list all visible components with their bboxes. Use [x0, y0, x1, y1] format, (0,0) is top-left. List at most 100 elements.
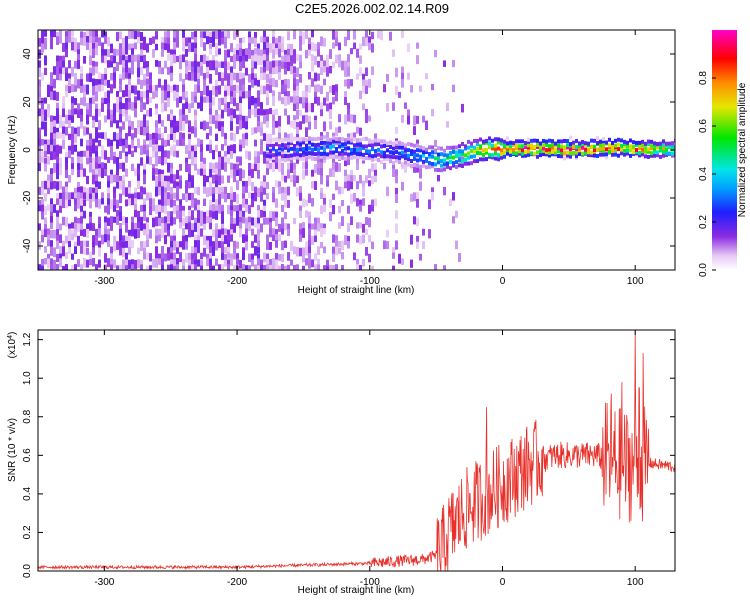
heatmap-track-cell [329, 145, 332, 150]
heatmap-cell [308, 115, 311, 124]
heatmap-cell [134, 210, 137, 218]
heatmap-cell [260, 223, 263, 233]
heatmap-cell [200, 90, 203, 99]
heatmap-track-cell [596, 147, 599, 152]
heatmap-cell [221, 192, 224, 199]
heatmap-cell [176, 210, 179, 219]
heatmap-cell [68, 145, 71, 154]
heatmap-cell [266, 97, 269, 106]
heatmap-track-cell [629, 148, 632, 153]
heatmap-track-cell [476, 138, 479, 143]
heatmap-cell [74, 78, 77, 87]
heatmap-cell [227, 85, 230, 96]
heatmap-cell [242, 169, 245, 179]
heatmap-cell [107, 193, 110, 202]
heatmap-track-cell [458, 158, 461, 163]
heatmap-cell [50, 168, 53, 177]
heatmap-track-cell [560, 154, 563, 159]
heatmap-track-cell [308, 155, 311, 160]
heatmap-track-cell [458, 153, 461, 158]
heatmap-track-cell [650, 151, 653, 156]
heatmap-track-cell [584, 141, 587, 146]
heatmap-cell [290, 49, 293, 58]
heatmap-cell [95, 85, 98, 93]
heatmap-cell [305, 241, 308, 250]
heatmap-cell [98, 132, 101, 139]
heatmap-track-cell [419, 145, 422, 150]
heatmap-cell [131, 121, 134, 130]
heatmap-cell [122, 37, 125, 48]
heatmap-cell [284, 265, 287, 270]
heatmap-cell [173, 180, 176, 189]
heatmap-cell [239, 103, 242, 110]
heatmap-cell [257, 258, 260, 267]
heatmap-cell [83, 168, 86, 177]
heatmap-track-cell [671, 144, 674, 149]
heatmap-cell [215, 30, 218, 40]
heatmap-cell [314, 181, 317, 190]
heatmap-cell [281, 253, 284, 263]
heatmap-cell [221, 246, 224, 254]
heatmap-cell [194, 157, 197, 166]
heatmap-track-cell [329, 140, 332, 145]
heatmap-cell [230, 78, 233, 86]
heatmap-track-cell [371, 157, 374, 162]
heatmap-track-cell [320, 145, 323, 150]
heatmap-cell [326, 265, 329, 270]
heatmap-cell [317, 246, 320, 255]
heatmap-cell [296, 264, 299, 270]
heatmap-cell [269, 73, 272, 83]
heatmap-cell [317, 217, 320, 225]
heatmap-cell [59, 192, 62, 201]
heatmap-cell [128, 144, 131, 155]
heatmap-cell [92, 157, 95, 165]
heatmap-cell [173, 54, 176, 64]
heatmap-cell [50, 198, 53, 205]
heatmap-cell [104, 36, 107, 44]
heatmap-cell [254, 156, 257, 166]
heatmap-cell [251, 241, 254, 248]
heatmap-cell [443, 60, 446, 67]
heatmap-track-cell [368, 143, 371, 148]
heatmap-cell [119, 138, 122, 147]
heatmap-cell [233, 253, 236, 260]
heatmap-cell [131, 193, 134, 201]
heatmap-cell [200, 144, 203, 154]
heatmap-cell [200, 31, 203, 39]
heatmap-cell [182, 30, 185, 40]
heatmap-cell [215, 67, 218, 75]
heatmap-cell [260, 186, 263, 194]
heatmap-cell [50, 85, 53, 94]
heatmap-cell [233, 264, 236, 270]
heatmap-cell [191, 175, 194, 182]
heatmap-cell [317, 42, 320, 52]
heatmap-cell [278, 48, 281, 58]
heatmap-track-cell [455, 160, 458, 165]
heatmap-cell [146, 120, 149, 128]
heatmap-cell [269, 108, 272, 115]
heatmap-cell [131, 54, 134, 65]
heatmap-cell [185, 241, 188, 250]
heatmap-cell [221, 241, 224, 251]
heatmap-cell [251, 163, 254, 170]
heatmap-track-cell [539, 149, 542, 154]
heatmap-track-cell [515, 139, 518, 144]
heatmap-cell [227, 259, 230, 267]
heatmap-cell [239, 144, 242, 152]
heatmap-cell [173, 205, 176, 214]
heatmap-cell [242, 72, 245, 82]
heatmap-cell [284, 84, 287, 94]
heatmap-cell [95, 66, 98, 74]
heatmap-cell [152, 132, 155, 142]
heatmap-track-cell [500, 141, 503, 146]
heatmap-cell [347, 157, 350, 166]
heatmap-cell [227, 102, 230, 109]
heatmap-cell [302, 252, 305, 263]
heatmap-cell [278, 234, 281, 241]
heatmap-cell [113, 72, 116, 82]
heatmap-cell [113, 156, 116, 164]
heatmap-cell [227, 247, 230, 254]
heatmap-cell [224, 103, 227, 113]
heatmap-cell [263, 109, 266, 118]
heatmap-cell [221, 37, 224, 45]
